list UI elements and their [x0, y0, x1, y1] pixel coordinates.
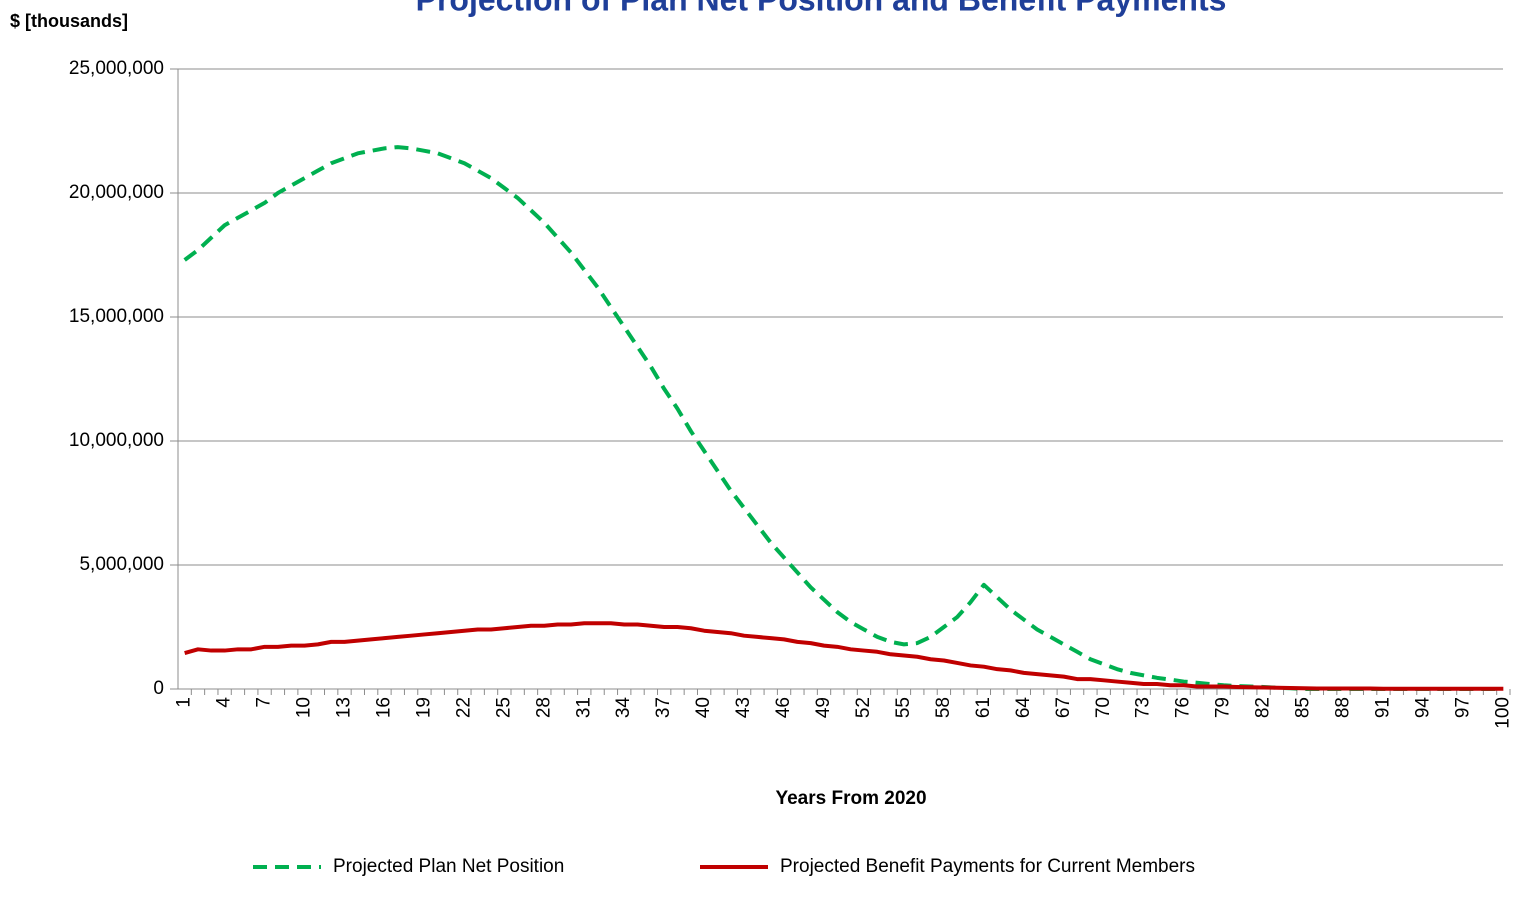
y-tick-label: 0: [153, 678, 164, 699]
x-tick-label: 49: [813, 697, 834, 718]
x-tick-label: 55: [893, 697, 914, 718]
y-tick-label: 25,000,000: [69, 58, 164, 79]
y-tick-label: 15,000,000: [69, 306, 164, 327]
x-tick-label: 82: [1253, 697, 1274, 718]
x-tick-label: 19: [413, 697, 434, 718]
x-tick-label: 79: [1213, 697, 1234, 718]
x-tick-label: 34: [613, 697, 634, 719]
x-tick-label: 40: [693, 697, 714, 718]
x-tick-label: 28: [533, 697, 554, 718]
chart-title: Projection of Plan Net Position and Bene…: [416, 0, 1227, 17]
x-tick-label: 37: [653, 697, 674, 718]
x-tick-label: 70: [1093, 697, 1114, 718]
y-tick-label: 20,000,000: [69, 182, 164, 203]
series-line: [183, 145, 1504, 691]
x-tick-label: 31: [573, 697, 594, 718]
x-tick-label: 97: [1452, 697, 1473, 718]
x-tick-label: 13: [334, 697, 355, 718]
legend-label: Projected Plan Net Position: [333, 856, 564, 877]
x-tick-label: 100: [1492, 697, 1513, 729]
x-tick-label: 1: [174, 697, 195, 708]
y-tick-label: 10,000,000: [69, 430, 164, 451]
x-tick-label: 10: [294, 697, 315, 718]
x-tick-label: 67: [1053, 697, 1074, 718]
x-tick-label: 73: [1133, 697, 1154, 718]
x-tick-label: 4: [214, 697, 235, 708]
x-tick-label: 85: [1293, 697, 1314, 718]
x-tick-label: 88: [1333, 697, 1354, 718]
x-tick-label: 7: [254, 697, 275, 708]
x-tick-label: 52: [853, 697, 874, 718]
x-tick-label: 64: [1013, 697, 1034, 719]
x-tick-label: 94: [1412, 697, 1433, 719]
x-tick-label: 46: [773, 697, 794, 718]
x-tick-label: 22: [453, 697, 474, 718]
x-tick-label: 91: [1372, 697, 1393, 718]
legend-label: Projected Benefit Payments for Current M…: [780, 856, 1195, 877]
x-tick-label: 43: [733, 697, 754, 718]
series-line: [184, 621, 1504, 691]
y-unit-label: $ [thousands]: [10, 11, 128, 31]
x-axis-label: Years From 2020: [775, 788, 926, 809]
x-tick-label: 58: [933, 697, 954, 718]
x-tick-label: 76: [1173, 697, 1194, 718]
y-tick-label: 5,000,000: [79, 554, 164, 575]
x-tick-label: 25: [493, 697, 514, 718]
x-tick-label: 61: [973, 697, 994, 718]
x-tick-label: 16: [373, 697, 394, 718]
